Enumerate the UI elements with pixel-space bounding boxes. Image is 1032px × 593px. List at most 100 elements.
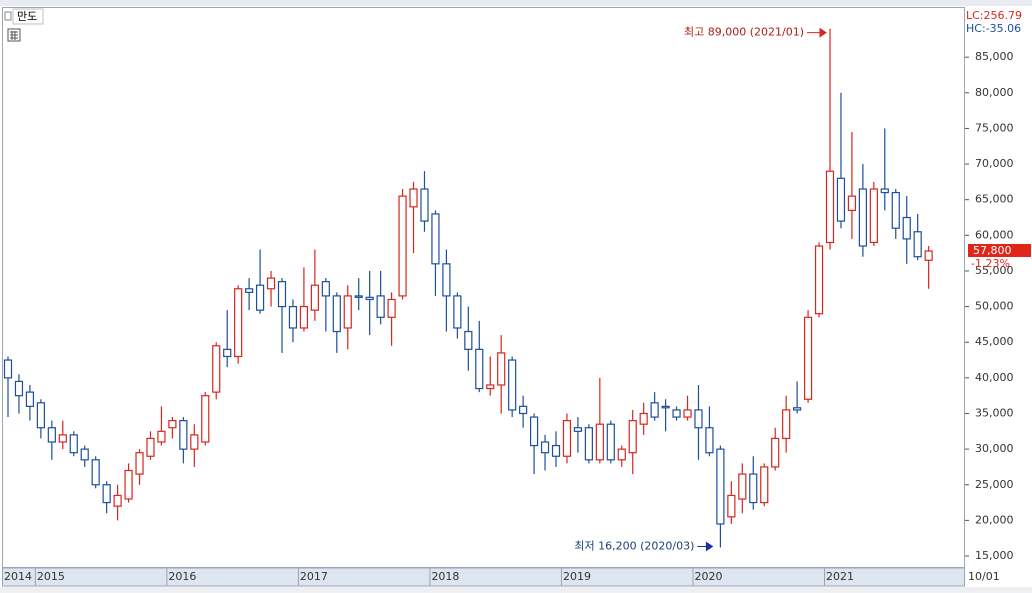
- candle-body: [431, 213, 440, 265]
- candle-body: [442, 263, 451, 297]
- last-price-label: 57,800: [973, 244, 1012, 257]
- candle-body: [25, 391, 35, 407]
- candle-body: [869, 188, 878, 244]
- candle-body: [277, 281, 287, 308]
- candle-body: [266, 277, 276, 290]
- candle-body: [113, 494, 122, 507]
- candle-body: [858, 188, 867, 247]
- y-tick-label: 70,000: [975, 157, 1014, 170]
- low-arrow: [697, 541, 714, 552]
- legend-box: [12, 8, 44, 25]
- candle-body: [124, 469, 133, 500]
- candle-body: [486, 384, 495, 390]
- candle-body: [409, 188, 418, 208]
- candle-body: [793, 407, 802, 411]
- candle-body: [179, 420, 188, 450]
- x-tick-label: 2021: [826, 570, 854, 583]
- grid-icon-lines: [10, 31, 18, 40]
- candle-body: [562, 420, 572, 457]
- candle-body: [190, 434, 199, 450]
- candle-body: [617, 448, 626, 461]
- candle-body: [376, 295, 385, 318]
- y-tick-label: 50,000: [975, 300, 1014, 313]
- x-tick-label: 2015: [37, 570, 65, 583]
- candle-body: [387, 298, 396, 318]
- x-tick-label: 2020: [694, 570, 722, 583]
- candle-body: [255, 284, 265, 311]
- candle-body: [168, 420, 177, 429]
- x-tick-label: 2017: [300, 570, 328, 583]
- candle-body: [58, 434, 67, 443]
- candle-body: [245, 288, 254, 293]
- candle-body: [36, 402, 45, 429]
- candle-body: [694, 409, 703, 429]
- candle-body: [146, 437, 155, 457]
- y-tick-label: 55,000: [975, 264, 1014, 277]
- toolbar-strip: [0, 0, 1032, 6]
- candle-body: [321, 281, 330, 297]
- candle-body: [716, 448, 725, 525]
- candle-body: [891, 191, 900, 229]
- y-tick-label: 80,000: [975, 86, 1014, 99]
- candle-body: [234, 288, 243, 358]
- candle-body: [551, 444, 561, 457]
- candle-body: [760, 466, 769, 504]
- x-tick-label: 2018: [431, 570, 459, 583]
- change-label: -1.23%: [971, 257, 1010, 270]
- candle-body: [288, 305, 298, 329]
- candle-body: [420, 188, 429, 222]
- candle-body: [398, 195, 407, 297]
- candle-body: [310, 284, 319, 311]
- candle-body: [672, 409, 681, 418]
- candle-body: [683, 409, 692, 418]
- y-tick-label: 45,000: [975, 335, 1014, 348]
- y-tick-label: 15,000: [975, 549, 1014, 562]
- candle-body: [639, 412, 648, 425]
- candle-body: [508, 359, 517, 411]
- candle-body: [913, 231, 922, 258]
- candle-body: [606, 423, 615, 461]
- candle-body: [519, 405, 528, 415]
- candle-body: [836, 177, 846, 222]
- candle-body: [650, 402, 659, 418]
- candle-body: [814, 245, 824, 315]
- y-tick-label: 75,000: [975, 121, 1014, 134]
- candle-body: [343, 295, 352, 329]
- candle-body: [782, 409, 791, 440]
- candle-body: [47, 427, 56, 443]
- candle-body: [738, 473, 747, 500]
- y-tick-label: 35,000: [975, 406, 1014, 419]
- last-price-box: [968, 244, 1031, 258]
- candle-body: [453, 295, 462, 329]
- y-tick-label: 60,000: [975, 228, 1014, 241]
- x-tick-label: 2014: [4, 570, 32, 583]
- candle-body: [803, 316, 813, 400]
- candle-body: [705, 427, 714, 454]
- candle-body: [14, 380, 24, 397]
- candle-body: [157, 430, 166, 443]
- candle-body: [475, 348, 484, 390]
- candle-body: [212, 345, 221, 393]
- plot-frame: [2, 7, 965, 568]
- high-arrow: [807, 27, 827, 38]
- candle-body: [584, 427, 593, 461]
- hc-label: HC:-35.06: [966, 22, 1021, 35]
- legend-label: 만도: [17, 10, 37, 23]
- candle-body: [3, 359, 13, 379]
- y-tick-label: 65,000: [975, 193, 1014, 206]
- candle-body: [595, 423, 604, 461]
- candle-body: [354, 295, 363, 298]
- candle-body: [727, 494, 736, 518]
- candle-body: [749, 473, 758, 504]
- candle-body: [135, 452, 144, 475]
- low-annotation: 최저 16,200 (2020/03): [574, 539, 694, 552]
- x-tick-label: 2016: [168, 570, 196, 583]
- candle-body: [529, 416, 539, 447]
- candle-body: [847, 195, 857, 211]
- scrollbar: [0, 587, 1032, 593]
- x-axis-strip: [2, 567, 965, 587]
- x-axis-end-label: 10/01: [968, 570, 1000, 583]
- y-tick-label: 30,000: [975, 442, 1014, 455]
